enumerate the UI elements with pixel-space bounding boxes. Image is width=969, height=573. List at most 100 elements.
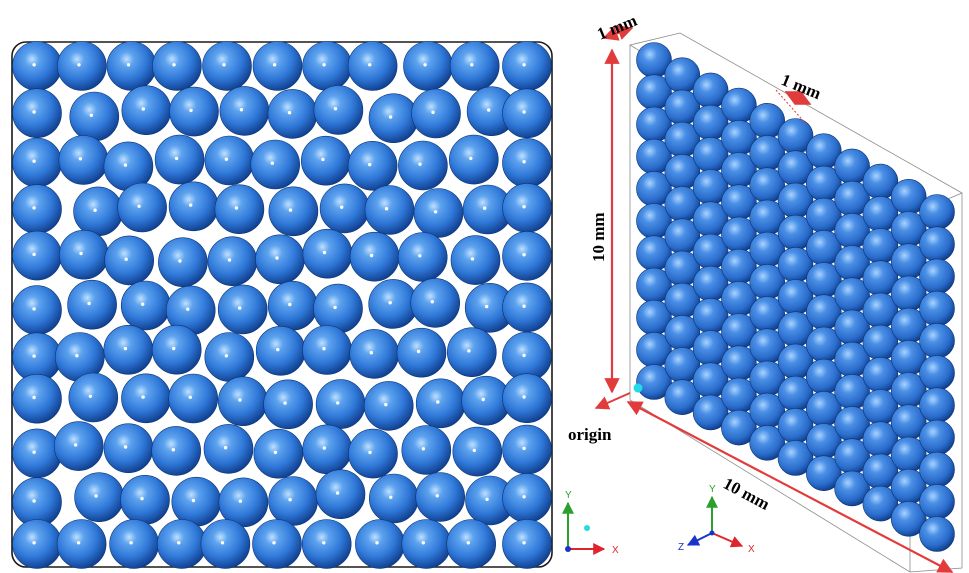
sphere — [503, 89, 552, 138]
sphere — [302, 520, 351, 569]
sphere — [203, 42, 252, 91]
depth-dimension-label: 1 mm — [594, 11, 639, 44]
origin-marker — [634, 384, 643, 393]
sphere — [412, 89, 461, 138]
sphere — [920, 420, 955, 455]
sphere — [152, 325, 201, 374]
top-view-spheres — [13, 42, 552, 569]
sphere — [920, 227, 955, 262]
sphere — [365, 186, 414, 235]
sphere — [75, 473, 124, 522]
sphere — [303, 326, 352, 375]
spacing-dimension-label: 1 mm — [779, 70, 824, 103]
sphere — [121, 475, 170, 524]
sphere — [74, 187, 123, 236]
right-axis-x-label: X — [748, 544, 755, 555]
sphere — [13, 42, 62, 91]
sphere — [104, 325, 153, 374]
sphere — [169, 182, 218, 231]
sphere — [70, 92, 119, 141]
sphere — [122, 86, 171, 135]
sphere — [316, 380, 365, 429]
sphere — [118, 183, 167, 232]
sphere — [155, 135, 204, 184]
sphere — [170, 87, 219, 136]
sphere — [303, 229, 352, 278]
sphere — [503, 231, 552, 280]
sphere — [57, 42, 106, 91]
sphere — [13, 374, 62, 423]
sphere — [348, 42, 397, 91]
sphere — [398, 141, 447, 190]
right-axis-z-label: Z — [678, 542, 684, 553]
sphere — [314, 86, 363, 135]
height-dimension-label: 10 mm — [589, 212, 608, 262]
left-origin-dot — [584, 525, 590, 531]
sphere — [398, 233, 447, 282]
sphere — [121, 281, 170, 330]
sphere — [348, 141, 397, 190]
sphere — [316, 470, 365, 519]
sphere — [264, 380, 313, 429]
sphere — [201, 520, 250, 569]
sphere — [13, 138, 62, 187]
sphere — [269, 187, 318, 236]
sphere — [253, 42, 302, 91]
sphere — [104, 424, 153, 473]
sphere — [355, 520, 404, 569]
sphere — [503, 138, 552, 187]
sphere — [205, 136, 254, 185]
sphere — [920, 356, 955, 391]
sphere — [256, 326, 305, 375]
sphere — [411, 278, 460, 327]
sphere — [158, 238, 207, 287]
sphere — [350, 329, 399, 378]
sphere — [157, 520, 206, 569]
sphere — [920, 195, 955, 230]
sphere — [13, 231, 62, 280]
sphere — [920, 323, 955, 358]
sphere — [13, 520, 62, 569]
sphere — [920, 517, 955, 552]
sphere — [350, 232, 399, 281]
sphere — [320, 184, 369, 233]
sphere — [369, 474, 418, 523]
sphere — [59, 136, 108, 185]
sphere — [105, 236, 154, 285]
sphere — [450, 42, 499, 91]
width-dimension-label: 10 mm — [720, 474, 773, 514]
sphere — [172, 477, 221, 526]
sphere — [416, 473, 465, 522]
top-view-panel — [12, 42, 552, 569]
perspective-spheres — [637, 43, 955, 552]
sphere — [169, 374, 218, 423]
left-axis-triad: Y X — [565, 490, 619, 556]
sphere — [107, 42, 156, 91]
sphere — [13, 429, 62, 478]
sphere — [13, 286, 62, 335]
sphere — [503, 183, 552, 232]
sphere — [447, 520, 496, 569]
sphere — [68, 280, 117, 329]
sphere — [503, 520, 552, 569]
sphere — [253, 520, 302, 569]
sphere — [503, 283, 552, 332]
sphere — [349, 429, 398, 478]
sphere — [503, 42, 552, 91]
sphere — [218, 285, 267, 334]
sphere — [451, 236, 500, 285]
sphere — [920, 259, 955, 294]
sphere — [208, 237, 257, 286]
sphere — [220, 86, 269, 135]
sphere — [404, 42, 453, 91]
sphere — [54, 422, 103, 471]
sphere — [414, 189, 463, 238]
sphere — [447, 328, 496, 377]
sphere — [256, 235, 305, 284]
sphere — [215, 185, 264, 234]
sphere — [503, 425, 552, 474]
sphere — [301, 136, 350, 185]
sphere — [364, 381, 413, 430]
sphere — [453, 427, 502, 476]
sphere — [204, 424, 253, 473]
